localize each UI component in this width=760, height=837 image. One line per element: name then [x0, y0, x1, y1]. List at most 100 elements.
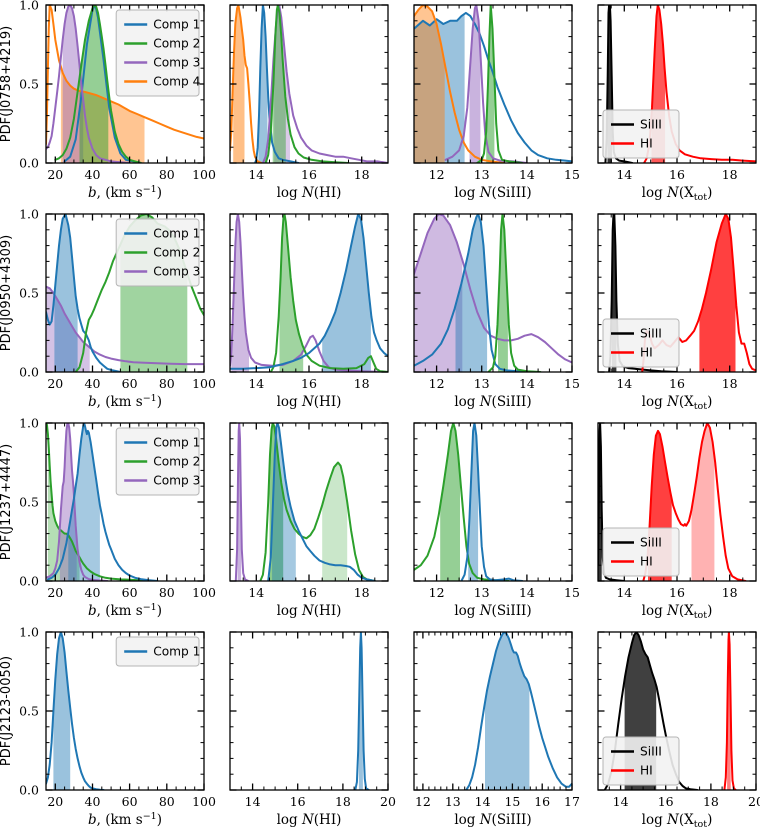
x-tick-label: 16	[534, 794, 550, 809]
pdf-curve-J0758-b-Comp3	[46, 5, 131, 163]
x-tick-label: 80	[159, 794, 175, 809]
legend-entry-label: SiIII	[640, 327, 662, 341]
legend-entry-label: Comp 1	[153, 18, 200, 32]
pdf-curve-J0758-NHI-Comp4	[230, 5, 263, 163]
x-tick-label: 60	[122, 794, 138, 809]
ci-fill-J0758-NHI-Comp3-0	[274, 5, 290, 163]
legend-entry-label: Comp 2	[153, 455, 200, 469]
legend-entry-label: Comp 2	[153, 246, 200, 260]
axis-ticks	[229, 213, 389, 373]
x-tick-label: 80	[159, 376, 175, 391]
x-tick-label: 18	[354, 585, 370, 600]
ci-fill-J0950-b-Comp1-0	[54, 214, 78, 372]
legend-box	[115, 636, 200, 667]
pdf-curve-J0758-Xtot-HI	[643, 5, 756, 163]
legend-entry-label: Comp 3	[153, 56, 200, 70]
x-tick-label: 80	[159, 585, 175, 600]
x-tick-label: 100	[192, 794, 216, 809]
legend-box	[115, 9, 200, 97]
panel-J0950-NHI: 14 16 18 log N(HI)	[229, 213, 389, 410]
legend-J1237-b: Comp 1 Comp 2 Comp 3	[115, 427, 200, 496]
x-axis-label-J2123-Xtot: log N(Xtot)	[642, 812, 713, 830]
x-tick-label: 15	[564, 376, 580, 391]
x-tick-label: 100	[192, 376, 216, 391]
pdf-curve-J0950-NHI-Comp3	[230, 214, 388, 372]
axes-frame	[229, 4, 389, 164]
x-tick-label: 12	[415, 794, 431, 809]
pdf-curve-J1237-b-Comp1	[46, 423, 159, 581]
legend-entry-label: HI	[640, 764, 653, 778]
y-tick-label: 1.0	[19, 625, 39, 640]
x-tick-label: 14	[519, 585, 535, 600]
x-tick-label: 18	[354, 376, 370, 391]
axis-ticks	[229, 4, 389, 164]
x-tick-label: 40	[85, 794, 101, 809]
panel-J2123-b: 20 40 60 80 100 0.0 0.5 1.0 b, (km s−1) PDF(J2123…	[0, 625, 216, 829]
axes-frame	[413, 422, 573, 582]
ci-fill-J2123-NSiIII-Comp1-0	[485, 632, 530, 790]
x-tick-label: 13	[474, 585, 490, 600]
pdf-curve-J0758-NSiIII-Comp4	[414, 5, 506, 163]
legend-box	[602, 109, 680, 159]
axis-ticks	[413, 213, 573, 373]
pdf-curve-J0950-NSiIII-Comp1	[414, 214, 537, 372]
legend-entry-label: Comp 1	[153, 227, 200, 241]
legend-entry-label: SiIII	[640, 536, 662, 550]
x-tick-label: 14	[616, 585, 632, 600]
pdf-curve-J0950-NHI-Comp2	[269, 214, 388, 372]
legend-box	[115, 427, 200, 496]
y-tick-label: 0.0	[19, 783, 39, 798]
x-axis-label-J0950-b: b, (km s−1)	[88, 393, 162, 410]
y-tick-label: 1.0	[19, 416, 39, 431]
legend-J0950-Xtot: SiIII HI	[602, 318, 680, 368]
x-tick-label: 60	[122, 167, 138, 182]
panel-J0950-Xtot: 14 16 18 log N(Xtot) SiIII HI	[597, 213, 757, 412]
legend-entry-label: Comp 2	[153, 37, 200, 51]
pdf-curve-J0758-b-Comp4	[46, 5, 204, 145]
x-tick-label: 18	[722, 376, 738, 391]
x-tick-label: 16	[301, 376, 317, 391]
legend-entry-label: SiIII	[640, 745, 662, 759]
ci-fill-J1237-NSiIII-Comp2-0	[440, 423, 460, 581]
x-tick-label: 18	[335, 794, 351, 809]
pdf-curve-J0950-NHI-Comp1	[230, 214, 388, 370]
y-tick-label: 0.5	[19, 704, 39, 719]
legend-J0758-b: Comp 1 Comp 2 Comp 3 Comp 4	[115, 9, 201, 97]
pdf-curve-J1237-NHI-Comp2	[259, 423, 376, 581]
axis-ticks	[597, 631, 757, 791]
x-axis-label-J2123-NSiIII: log N(SiIII)	[454, 812, 531, 828]
panel-J1237-NHI: 14 16 18 log N(HI)	[229, 422, 389, 619]
x-tick-label: 20	[47, 376, 63, 391]
x-axis-label-J1237-Xtot: log N(Xtot)	[642, 603, 713, 621]
x-axis-label-J1237-NSiIII: log N(SiIII)	[454, 603, 531, 619]
panel-J1237-NSiIII: 12 13 14 15 log N(SiIII)	[413, 422, 580, 619]
pdf-curve-J1237-b-Comp2	[46, 423, 150, 581]
x-tick-label: 16	[669, 585, 685, 600]
ci-fill-J0950-NHI-Comp1-0	[322, 214, 371, 372]
panel-J0758-b: 20 40 60 80 100 0.0 0.5 1.0 b, (km s−1) PDF(J0758…	[0, 0, 216, 201]
y-tick-label: 1.0	[19, 207, 39, 222]
x-tick-label: 14	[248, 585, 264, 600]
x-axis-label-J2123-b: b, (km s−1)	[88, 811, 162, 828]
x-tick-label: 14	[248, 167, 264, 182]
legend-entry-label: Comp 4	[153, 75, 200, 89]
x-tick-label: 16	[301, 167, 317, 182]
legend-box	[602, 318, 680, 368]
panel-J0950-NSiIII: 12 13 14 15 log N(SiIII)	[413, 213, 580, 410]
pdf-curve-J1237-Xtot-HI	[642, 423, 747, 581]
panel-J2123-Xtot: 14 16 18 20 log N(Xtot) SiIII HI	[597, 631, 760, 830]
x-axis-label-J0758-b: b, (km s−1)	[88, 184, 162, 201]
x-tick-label: 20	[47, 585, 63, 600]
legend-J1237-Xtot: SiIII HI	[602, 527, 680, 577]
axis-ticks	[229, 422, 389, 582]
axis-ticks	[45, 213, 205, 373]
x-tick-label: 18	[722, 167, 738, 182]
pdf-curve-J1237-b-Comp3	[46, 423, 109, 581]
axis-ticks	[597, 4, 757, 164]
pdf-curve-J0950-NSiIII-Comp2	[487, 214, 542, 372]
ci-fill-J1237-NHI-Comp2-1	[322, 462, 348, 581]
x-tick-label: 12	[429, 167, 445, 182]
y-tick-label: 0.0	[19, 574, 39, 589]
x-tick-label: 100	[192, 167, 216, 182]
